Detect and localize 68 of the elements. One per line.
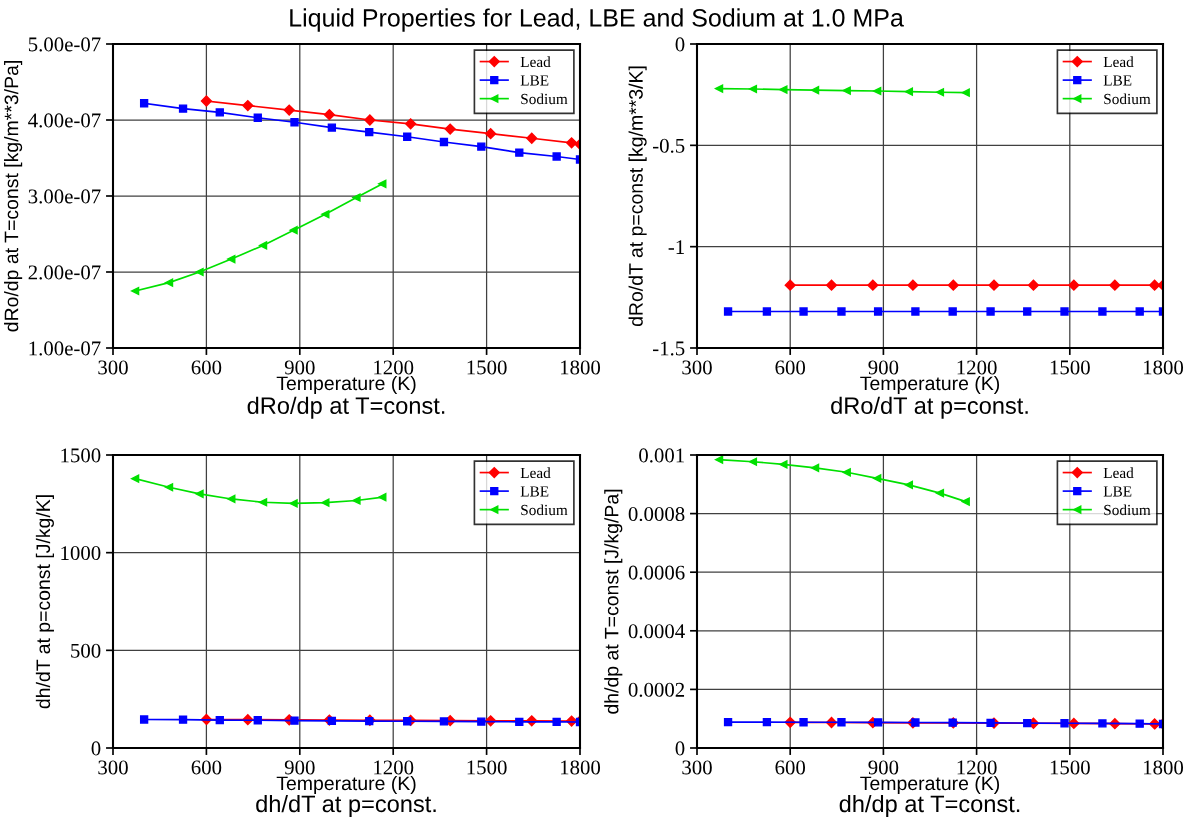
x-tick-label: 900 [284,760,315,775]
y-tick-label: 0.0006 [628,565,685,580]
legend-label: Sodium [1104,93,1151,105]
x-tick-label: 1800 [1144,360,1184,375]
legend-label: Sodium [521,93,568,105]
y-tick-label: 5.00e-07 [28,37,101,52]
y-tick-label: 500 [71,643,101,658]
text: dh/dT at p=const. [256,794,436,817]
text: Liquid Properties for Lead, LBE and Sodium at 1.0 MPa [290,8,904,32]
y-tick-label: 0.0002 [628,682,685,697]
y-tick-label: 0.0008 [628,506,685,522]
y-tick-label: 3.00e-07 [28,189,101,204]
x-tick-label: 900 [284,360,315,375]
text: dRo/dT at p=const. [831,396,1028,419]
legend-label: LBE [1103,75,1132,86]
y-tick-label: 0 [675,37,685,52]
y-axis-title: dRo/dT at p=const [kg/m**3/K] [628,66,647,327]
x-tick-label: 1800 [561,360,601,375]
y-tick-label: 0.001 [639,448,684,463]
legend-label: Sodium [1104,504,1151,516]
y-axis-title: dh/dp at T=const [J/kg/Pa] [604,489,623,714]
x-tick-label: 1800 [561,760,601,775]
x-tick-label: 300 [98,360,128,375]
legend-label: LBE [1103,486,1132,497]
legend-label: LBE [520,486,549,497]
y-tick-label: -1 [668,240,684,254]
y-tick-label: -1.5 [652,341,685,356]
x-tick-label: 900 [868,760,899,775]
y-tick-label: 1.00e-07 [29,341,101,356]
x-tick-label: 300 [98,760,128,775]
x-tick-label: 1500 [1050,360,1090,375]
x-tick-label: 1500 [467,360,507,375]
y-tick-label: 4.00e-07 [28,113,101,128]
text: dRo/dp at T=const. [247,396,445,419]
x-tick-label: 600 [191,760,222,775]
x-axis-title: Temperature (K) [276,375,416,395]
x-tick-label: 600 [775,760,806,775]
y-tick-label: 1000 [61,546,101,561]
legend-label: Sodium [521,504,568,516]
legend-label: Lead [520,467,551,479]
x-tick-label: 300 [682,760,712,775]
x-tick-label: 1500 [467,760,507,775]
y-axis-title: dh/dT at p=const [J/kg/K] [35,495,54,709]
x-tick-label: 1800 [1144,760,1184,775]
x-tick-label: 1200 [374,760,414,775]
y-tick-label: 2.00e-07 [28,265,101,280]
text: dh/dp at T=const. [839,794,1020,817]
legend-label: Lead [520,56,551,68]
y-tick-label: 0 [91,741,101,756]
x-tick-label: 1200 [957,360,997,375]
y-tick-label: 1500 [61,448,101,463]
x-tick-label: 900 [868,360,899,375]
x-tick-label: 300 [682,360,712,375]
y-tick-label: 0 [675,741,685,756]
y-tick-label: 0.0004 [628,624,685,639]
x-axis-title: Temperature (K) [860,375,1000,395]
x-tick-label: 600 [191,360,222,375]
x-axis-title: Temperature (K) [860,775,1000,795]
y-tick-label: -0.5 [652,138,685,153]
x-axis-title: Temperature (K) [276,775,416,795]
x-tick-label: 600 [775,360,806,375]
x-tick-label: 1200 [957,760,997,775]
legend-label: Lead [1103,56,1134,68]
legend-label: LBE [520,75,549,86]
x-tick-label: 1500 [1050,760,1090,775]
x-tick-label: 1200 [374,360,414,375]
legend-label: Lead [1103,467,1134,479]
y-axis-title: dRo/dp at T=const [kg/m**3/Pa] [4,61,23,332]
